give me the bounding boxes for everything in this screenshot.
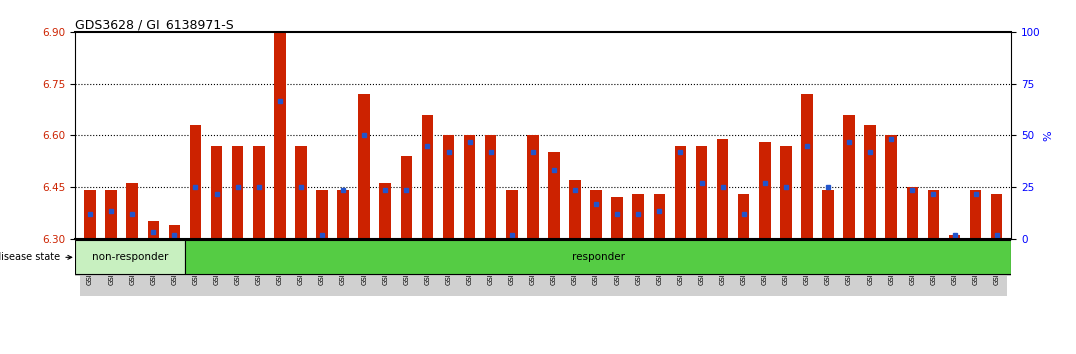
Bar bbox=[316, 190, 328, 239]
Bar bbox=[501, 239, 522, 296]
Bar bbox=[122, 239, 143, 296]
Bar bbox=[358, 94, 370, 239]
Bar bbox=[633, 194, 645, 239]
Bar bbox=[291, 239, 311, 296]
Bar bbox=[485, 135, 496, 239]
Bar bbox=[227, 239, 249, 296]
Bar bbox=[147, 221, 159, 239]
Bar bbox=[796, 239, 818, 296]
Bar bbox=[923, 239, 944, 296]
Text: disease state: disease state bbox=[0, 252, 72, 262]
Bar bbox=[105, 190, 117, 239]
Bar bbox=[965, 239, 986, 296]
Bar bbox=[991, 194, 1003, 239]
Bar bbox=[84, 190, 96, 239]
Bar bbox=[696, 145, 707, 239]
Bar bbox=[611, 197, 623, 239]
Bar bbox=[822, 190, 834, 239]
Bar bbox=[459, 239, 480, 296]
Bar bbox=[928, 190, 939, 239]
Bar bbox=[802, 94, 812, 239]
Text: non-responder: non-responder bbox=[91, 252, 168, 262]
Text: responder: responder bbox=[571, 252, 625, 262]
Bar bbox=[206, 239, 227, 296]
Bar bbox=[422, 115, 434, 239]
Bar bbox=[691, 239, 712, 296]
Bar bbox=[80, 239, 101, 296]
Bar bbox=[189, 125, 201, 239]
Bar bbox=[649, 239, 670, 296]
Bar bbox=[969, 190, 981, 239]
Bar bbox=[818, 239, 838, 296]
Bar bbox=[185, 239, 206, 296]
Bar bbox=[354, 239, 374, 296]
Bar bbox=[733, 239, 754, 296]
Bar bbox=[127, 183, 138, 239]
Bar bbox=[585, 239, 607, 296]
Bar bbox=[380, 183, 391, 239]
Bar bbox=[231, 145, 243, 239]
Bar bbox=[712, 239, 733, 296]
Bar bbox=[337, 190, 349, 239]
Bar bbox=[607, 239, 627, 296]
Bar bbox=[670, 239, 691, 296]
Bar bbox=[776, 239, 796, 296]
Bar bbox=[986, 239, 1007, 296]
Bar bbox=[169, 225, 180, 239]
Bar bbox=[591, 190, 601, 239]
Bar bbox=[400, 156, 412, 239]
Bar bbox=[416, 239, 438, 296]
Bar bbox=[253, 145, 265, 239]
Bar bbox=[464, 135, 476, 239]
Bar bbox=[543, 239, 565, 296]
Bar bbox=[675, 145, 686, 239]
Bar bbox=[860, 239, 881, 296]
Bar bbox=[717, 139, 728, 239]
Bar bbox=[949, 235, 960, 239]
Bar bbox=[844, 115, 855, 239]
Bar bbox=[780, 145, 792, 239]
Bar bbox=[944, 239, 965, 296]
Bar bbox=[101, 239, 122, 296]
Bar bbox=[565, 239, 585, 296]
Bar bbox=[886, 135, 897, 239]
Bar bbox=[269, 239, 291, 296]
Bar bbox=[838, 239, 860, 296]
Bar bbox=[164, 239, 185, 296]
Bar bbox=[754, 239, 776, 296]
Bar bbox=[569, 180, 581, 239]
Bar bbox=[527, 135, 539, 239]
Bar bbox=[881, 239, 902, 296]
Bar bbox=[249, 239, 269, 296]
Bar bbox=[738, 194, 750, 239]
Bar bbox=[332, 239, 354, 296]
Bar bbox=[907, 187, 918, 239]
Y-axis label: %: % bbox=[1044, 130, 1053, 141]
Bar bbox=[902, 239, 923, 296]
Bar bbox=[548, 153, 560, 239]
Bar bbox=[295, 145, 307, 239]
Bar bbox=[75, 240, 185, 274]
Text: GDS3628 / GI_6138971-S: GDS3628 / GI_6138971-S bbox=[75, 18, 235, 31]
Bar bbox=[522, 239, 543, 296]
Bar bbox=[438, 239, 459, 296]
Bar bbox=[374, 239, 396, 296]
Bar bbox=[143, 239, 164, 296]
Bar bbox=[396, 239, 416, 296]
Bar bbox=[506, 190, 518, 239]
Bar bbox=[480, 239, 501, 296]
Bar bbox=[864, 125, 876, 239]
Bar bbox=[653, 194, 665, 239]
Bar bbox=[311, 239, 332, 296]
Bar bbox=[442, 135, 454, 239]
Bar bbox=[627, 239, 649, 296]
Bar bbox=[759, 142, 770, 239]
Bar bbox=[211, 145, 223, 239]
Bar bbox=[274, 32, 285, 239]
Bar bbox=[185, 240, 1011, 274]
